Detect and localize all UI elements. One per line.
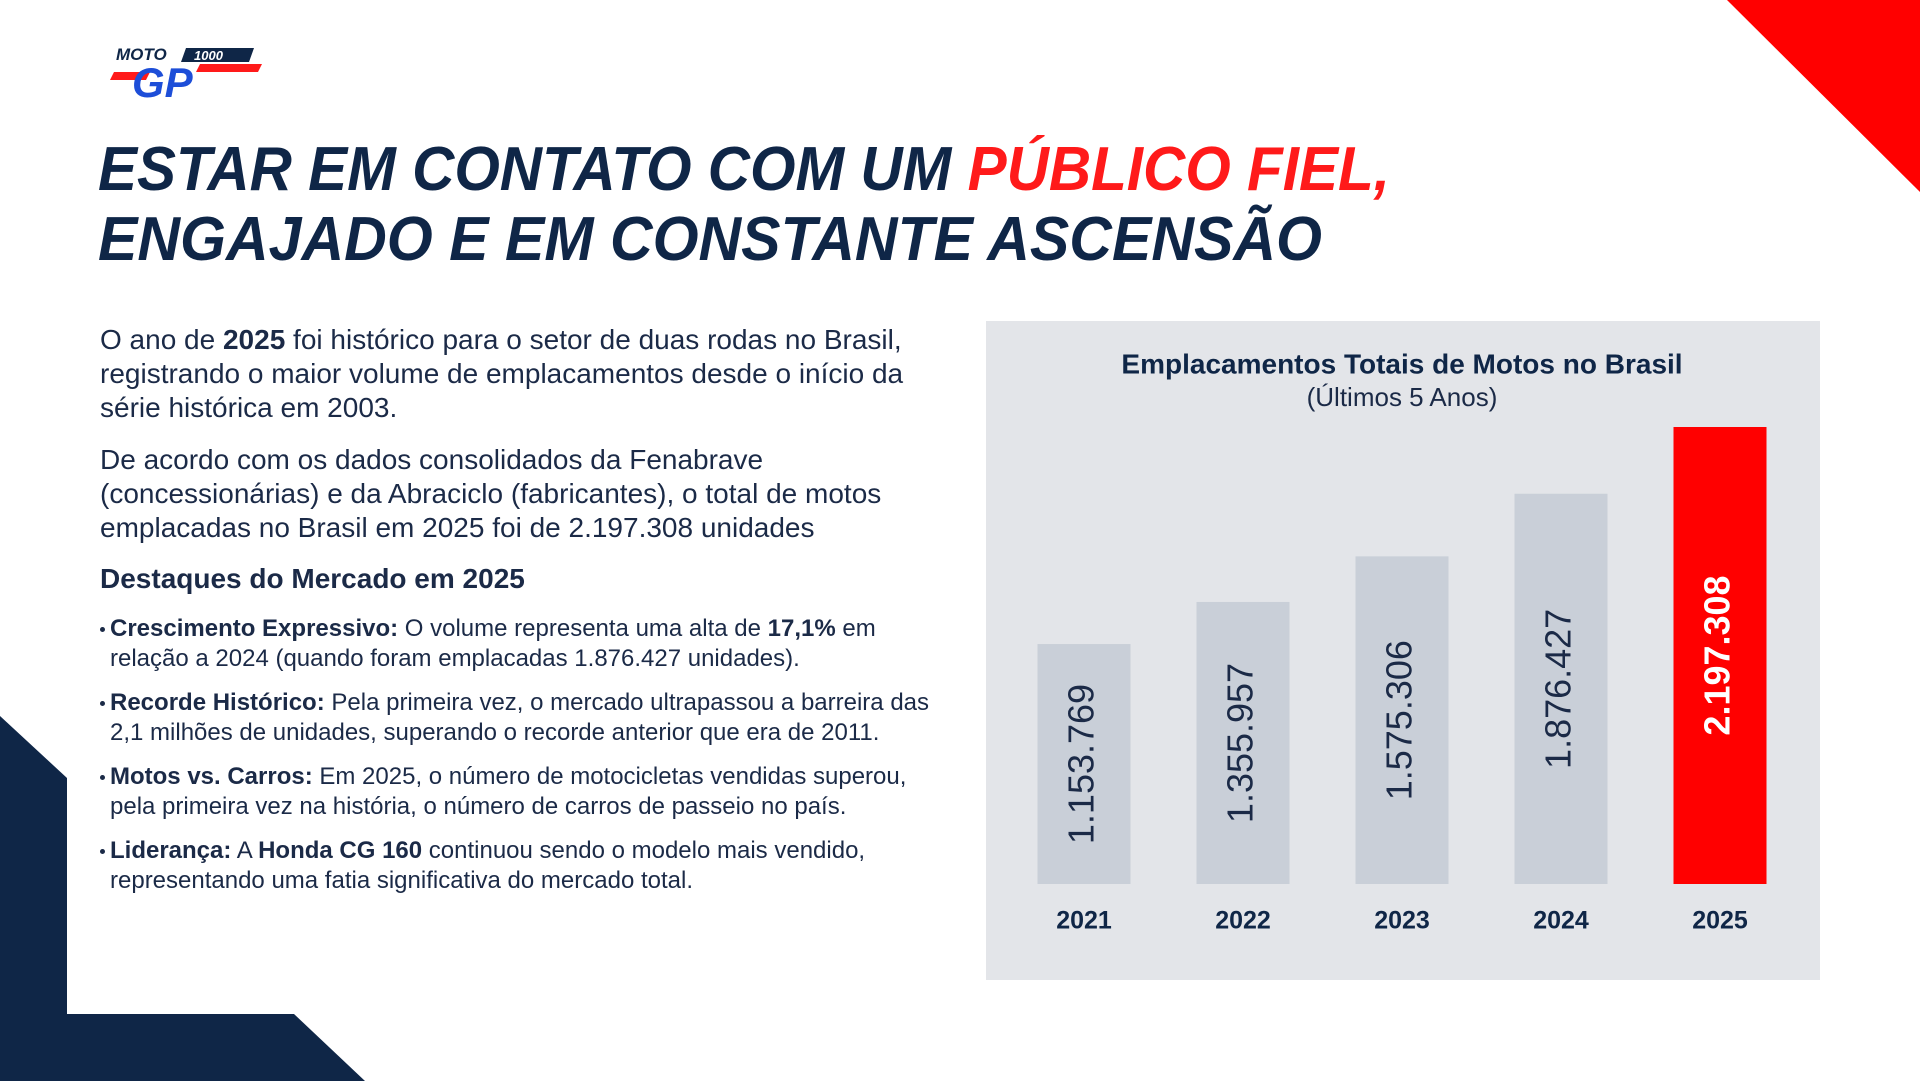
bullet bbox=[100, 627, 105, 632]
x-tick-label: 2024 bbox=[1533, 907, 1589, 935]
chart: Emplacamentos Totais de Motos no Brasil … bbox=[1037, 348, 1767, 935]
x-tick-label: 2021 bbox=[1056, 907, 1112, 935]
chart-title: Emplacamentos Totais de Motos no Brasil bbox=[1121, 348, 1682, 379]
value-label: 1.876.427 bbox=[1538, 609, 1579, 769]
text-run: Em 2025, o número de motocicletas vendid… bbox=[110, 763, 907, 820]
text-run: continuou sendo o modelo mais vendido, r… bbox=[110, 837, 866, 894]
text-run: Crescimento Expressivo: bbox=[110, 615, 399, 642]
logo-text: MOTO bbox=[116, 45, 167, 64]
text-run: em relação a 2024 (quando foram emplacad… bbox=[110, 615, 876, 672]
bullet bbox=[100, 775, 105, 780]
bullet bbox=[100, 701, 105, 706]
x-tick-label: 2022 bbox=[1215, 907, 1271, 935]
paragraph: O ano de 2025 foi histórico para o setor… bbox=[100, 323, 940, 425]
value-label: 2.197.308 bbox=[1697, 575, 1738, 735]
bar bbox=[1514, 493, 1608, 884]
highlight-list: Crescimento Expressivo: O volume represe… bbox=[100, 614, 940, 910]
logo-stripe bbox=[196, 64, 262, 72]
text-run: Recorde Histórico: bbox=[110, 689, 325, 716]
chart-subtitle: (Últimos 5 Anos) bbox=[1307, 382, 1498, 412]
text-run: O volume representa uma alta de bbox=[398, 615, 768, 642]
headline-part: ESTAR EM CONTATO COM UM bbox=[98, 135, 968, 204]
bar bbox=[1355, 556, 1449, 884]
text-run: De acordo com os dados consolidados da F… bbox=[100, 444, 882, 543]
headline-highlight: PÚBLICO FIEL, bbox=[968, 135, 1390, 204]
value-label: 1.355.957 bbox=[1220, 663, 1261, 823]
logo-number: 1000 bbox=[194, 48, 224, 63]
paragraph: De acordo com os dados consolidados da F… bbox=[100, 443, 940, 545]
highlight-item: Liderança: A Honda CG 160 continuou send… bbox=[100, 836, 940, 896]
value-label: 1.575.306 bbox=[1379, 640, 1420, 800]
highlight-item: Recorde Histórico: Pela primeira vez, o … bbox=[100, 688, 940, 748]
text-run: O ano de bbox=[100, 324, 223, 355]
text-run: Motos vs. Carros: bbox=[110, 763, 313, 790]
bar bbox=[1673, 427, 1767, 884]
corner-accent bbox=[0, 716, 365, 1081]
bar bbox=[1037, 644, 1131, 884]
text-run: Liderança: bbox=[110, 837, 232, 864]
text-run: 2025 bbox=[222, 324, 286, 355]
text-run: foi histórico para o setor de duas rodas… bbox=[100, 324, 904, 423]
bar bbox=[1196, 601, 1290, 884]
highlight-item: Motos vs. Carros: Em 2025, o número de m… bbox=[100, 762, 940, 822]
value-label: 1.153.769 bbox=[1061, 684, 1102, 844]
x-tick-label: 2025 bbox=[1692, 907, 1748, 935]
corner-accent bbox=[1727, 0, 1920, 192]
text-run: 17,1% bbox=[767, 615, 836, 642]
x-tick-label: 2023 bbox=[1374, 907, 1430, 935]
text-run: Pela primeira vez, o mercado ultrapassou… bbox=[110, 689, 930, 746]
text-run: A bbox=[231, 837, 259, 864]
headline: ESTAR EM CONTATO COM UM PÚBLICO FIEL, bbox=[98, 135, 1390, 204]
logo-badge bbox=[181, 48, 254, 62]
text-run: Honda CG 160 bbox=[258, 837, 423, 864]
section-heading: Destaques do Mercado em 2025 bbox=[100, 563, 525, 594]
headline: ENGAJADO E EM CONSTANTE ASCENSÃO bbox=[98, 205, 1322, 274]
highlight-item: Crescimento Expressivo: O volume represe… bbox=[100, 614, 940, 674]
logo-stripe bbox=[110, 72, 150, 80]
bullet bbox=[100, 849, 105, 854]
logo: MOTO 1000 GP bbox=[110, 45, 262, 106]
logo-main: GP bbox=[132, 59, 194, 106]
